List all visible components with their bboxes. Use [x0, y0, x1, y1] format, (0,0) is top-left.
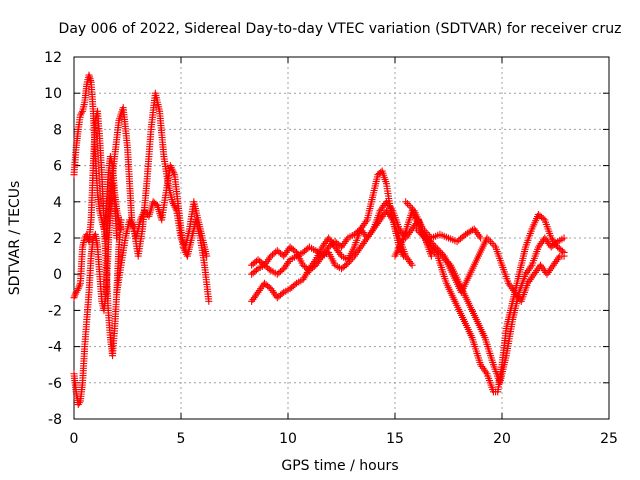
data-point — [468, 226, 476, 234]
data-points — [70, 71, 568, 409]
data-point — [310, 263, 318, 271]
data-point — [205, 297, 213, 305]
x-tick-label: 15 — [386, 431, 404, 447]
x-tick-label: 5 — [177, 431, 186, 447]
data-point — [265, 283, 273, 291]
data-point — [560, 252, 568, 260]
y-tick-label: 2 — [53, 231, 62, 247]
series-track — [248, 207, 416, 275]
data-point — [252, 266, 260, 274]
y-tick-label: 8 — [53, 122, 62, 138]
x-tick-label: 0 — [70, 431, 79, 447]
data-point — [560, 234, 568, 242]
axis-ticks — [73, 56, 610, 420]
data-point — [456, 235, 464, 243]
series-track — [402, 198, 485, 246]
data-point — [278, 290, 286, 298]
series-track — [70, 180, 121, 409]
y-tick-label: 4 — [53, 195, 62, 211]
y-axis-label: SDTVAR / TECUs — [7, 181, 23, 296]
data-point — [117, 216, 125, 224]
data-point — [278, 266, 286, 274]
data-point — [203, 252, 211, 260]
series-track — [113, 89, 211, 296]
data-point — [342, 261, 350, 269]
y-tick-label: 0 — [53, 267, 62, 283]
x-tick-label: 20 — [493, 431, 511, 447]
y-tick-label: 6 — [53, 159, 62, 175]
x-tick-label: 10 — [279, 431, 297, 447]
y-tick-label: -6 — [48, 376, 62, 392]
y-tick-label: 10 — [44, 86, 62, 102]
data-point — [477, 234, 485, 242]
data-point — [291, 281, 299, 289]
data-point — [539, 215, 547, 223]
x-tick-labels: 0 5 10 15 20 25 — [70, 431, 618, 447]
data-point — [552, 239, 560, 247]
y-tick-label: -4 — [48, 340, 62, 356]
y-tick-label: -8 — [48, 412, 62, 428]
series-track — [70, 107, 125, 360]
y-tick-label: 12 — [44, 50, 62, 66]
data-point — [455, 236, 463, 244]
data-point — [408, 261, 416, 269]
chart-title: Day 006 of 2022, Sidereal Day-to-day VTE… — [59, 21, 622, 37]
data-point — [453, 238, 461, 246]
x-axis-label: GPS time / hours — [281, 458, 398, 474]
data-point — [427, 252, 435, 260]
data-point — [458, 233, 466, 241]
y-tick-label: -2 — [48, 303, 62, 319]
data-point — [265, 265, 273, 273]
y-tick-labels: -8 -6 -4 -2 0 2 4 6 8 10 12 — [44, 50, 62, 428]
x-tick-label: 25 — [600, 431, 618, 447]
